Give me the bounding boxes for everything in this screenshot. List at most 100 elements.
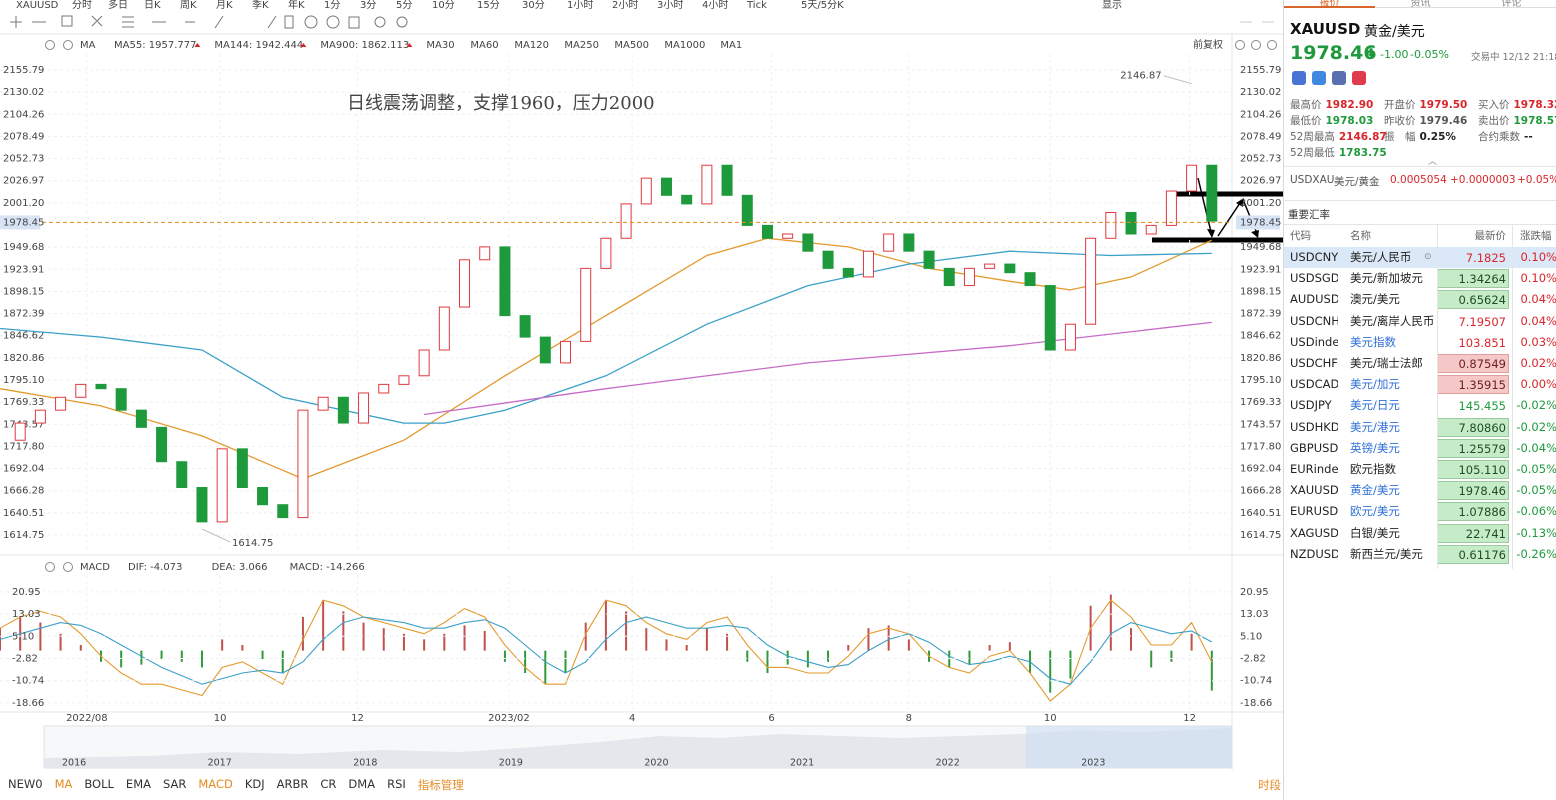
- indicator-tab[interactable]: BOLL: [84, 777, 114, 791]
- macd-bar: [806, 650, 809, 668]
- icon[interactable]: [1352, 71, 1366, 85]
- rate-row[interactable]: USDJPY 美元/日元 145.455 -0.02%: [1284, 395, 1556, 416]
- macd-bar: [59, 633, 62, 651]
- period-tab[interactable]: 多日: [108, 0, 128, 11]
- indicator-tab[interactable]: NEW0: [8, 777, 43, 791]
- indicator-tab[interactable]: RSI: [387, 777, 406, 791]
- period-tab[interactable]: 3小时: [657, 0, 683, 11]
- macd-bar: [362, 622, 365, 651]
- period-tab[interactable]: 月K: [216, 0, 233, 11]
- rate-row[interactable]: AUDUSD 澳元/美元 0.65624 0.04%: [1284, 289, 1556, 310]
- adjust-mode[interactable]: 前复权: [1193, 38, 1223, 51]
- legend-entry[interactable]: MA1: [720, 40, 742, 51]
- legend-entry: MA900: 1862.113: [320, 40, 409, 51]
- symbol-tab[interactable]: XAUUSD: [16, 0, 59, 11]
- legend-entry[interactable]: MA250: [564, 40, 599, 51]
- period-tab[interactable]: 日K: [144, 0, 161, 11]
- candle: [115, 388, 127, 411]
- period-tab[interactable]: 10分: [432, 0, 455, 11]
- rate-row[interactable]: USDindex 美元指数 103.851 0.03%: [1284, 332, 1556, 353]
- indicator-tab[interactable]: DMA: [348, 777, 376, 791]
- candle: [1064, 323, 1076, 351]
- rate-change: -0.13%: [1516, 525, 1556, 540]
- rate-row[interactable]: EURindex 欧元指数 105.110 -0.05%: [1284, 459, 1556, 480]
- indicator-tab[interactable]: KDJ: [244, 777, 265, 791]
- indicator-icons: [45, 40, 1277, 572]
- stat-value: 2146.87: [1338, 131, 1387, 143]
- period-tab[interactable]: Tick: [746, 0, 767, 11]
- legend-entry[interactable]: MA500: [614, 40, 649, 51]
- rate-code: USDCNH: [1290, 313, 1338, 328]
- stat: 昨收价 1979.46: [1384, 113, 1467, 128]
- macd-bar: [1130, 628, 1133, 651]
- time-tab[interactable]: 时段: [1258, 778, 1281, 792]
- period-tab[interactable]: 年K: [288, 0, 305, 11]
- indicator-name[interactable]: MA: [80, 40, 96, 51]
- rate-price: 7.80860: [1437, 417, 1509, 437]
- period-tab[interactable]: 1小时: [567, 0, 593, 11]
- icon[interactable]: [1332, 71, 1346, 85]
- rate-price: 145.455: [1458, 399, 1506, 414]
- icon[interactable]: [1292, 71, 1306, 85]
- legend-entry[interactable]: MA30: [426, 40, 454, 51]
- y-tick-label: 1872.39: [3, 309, 44, 320]
- rate-name: 美元/港元: [1350, 419, 1400, 434]
- quote-symbol: XAUUSD: [1290, 20, 1361, 38]
- macd-bar: [564, 650, 567, 674]
- x-tick-label: 8: [906, 713, 912, 724]
- inverse-price: 0.0005054: [1390, 174, 1447, 186]
- rate-row[interactable]: USDSGD 美元/新加坡元 1.34264 0.10%: [1284, 268, 1556, 289]
- y-tick-label: 2104.26: [3, 109, 44, 120]
- indicator-tab[interactable]: MA: [54, 777, 73, 791]
- rate-row[interactable]: USDCNH 美元/离岸人民币 7.19507 0.04%: [1284, 311, 1556, 332]
- period-tab[interactable]: 5分: [396, 0, 412, 11]
- legend-entry[interactable]: MA120: [514, 40, 549, 51]
- indicator-tab[interactable]: 指标管理: [417, 778, 464, 792]
- rate-row[interactable]: NZDUSD 新西兰元/美元 0.61176 -0.26%: [1284, 544, 1556, 565]
- macd-bar: [1069, 650, 1072, 679]
- watch-icon[interactable]: ⊙: [1424, 252, 1432, 262]
- legend-entry[interactable]: MA60: [470, 40, 498, 51]
- period-tab[interactable]: 2小时: [612, 0, 638, 11]
- icon[interactable]: [1312, 71, 1326, 85]
- rate-row[interactable]: USDHKD 美元/港元 7.80860 -0.02%: [1284, 417, 1556, 438]
- display-menu[interactable]: 显示: [1102, 0, 1122, 11]
- period-tab[interactable]: 5天/5分K: [801, 0, 844, 11]
- rate-row[interactable]: USDCNY 美元/人民币 7.1825 0.10% ⊙: [1284, 247, 1556, 268]
- y-tick-label: 1614.75: [3, 530, 44, 541]
- period-tab[interactable]: 3分: [360, 0, 376, 11]
- indicator-tab[interactable]: ARBR: [276, 777, 309, 791]
- quote-name: 黄金/美元: [1364, 24, 1425, 40]
- rate-row[interactable]: XAUUSD 黄金/美元 1978.46 -0.05%: [1284, 480, 1556, 501]
- macd-bar: [160, 650, 163, 660]
- indicator-tab[interactable]: MACD: [198, 777, 233, 791]
- rate-code: USDHKD: [1290, 419, 1338, 434]
- indicator-tab[interactable]: SAR: [162, 777, 187, 791]
- rate-row[interactable]: GBPUSD 英镑/美元 1.25579 -0.04%: [1284, 438, 1556, 459]
- period-tab[interactable]: 30分: [522, 0, 545, 11]
- period-tab[interactable]: 4小时: [702, 0, 728, 11]
- indicator-tab[interactable]: EMA: [125, 777, 151, 791]
- rate-name: 英镑/美元: [1350, 440, 1400, 455]
- stat-label: 合约乘数: [1478, 131, 1520, 143]
- period-tab[interactable]: 15分: [477, 0, 500, 11]
- period-tab[interactable]: 分时: [72, 0, 92, 11]
- panel-tab[interactable]: 评论: [1466, 0, 1556, 9]
- period-tab[interactable]: 1分: [324, 0, 340, 11]
- rate-name: 新西兰元/美元: [1350, 546, 1423, 561]
- macd-bar: [301, 616, 304, 651]
- quote-panel: 报价 资讯 评论 XAUUSD 黄金/美元 1978.46 ⬇ -1.00 -0.0…: [1283, 0, 1556, 800]
- indicator-tab[interactable]: CR: [320, 777, 337, 791]
- period-tab[interactable]: 季K: [252, 0, 269, 11]
- panel-tab[interactable]: 资讯: [1375, 0, 1466, 9]
- y-tick-label: 1692.04: [3, 464, 44, 475]
- panel-tab[interactable]: 报价: [1284, 0, 1375, 9]
- legend-entry[interactable]: MA1000: [664, 40, 705, 51]
- rate-row[interactable]: USDCAD 美元/加元 1.35915 0.00%: [1284, 374, 1556, 395]
- rate-row[interactable]: XAGUSD 白银/美元 22.741 -0.13%: [1284, 523, 1556, 544]
- rate-row[interactable]: USDCHF 美元/瑞士法郎 0.87549 0.02%: [1284, 353, 1556, 374]
- collapse-icon[interactable]: ︿: [1428, 157, 1438, 167]
- period-tab[interactable]: 周K: [180, 0, 197, 11]
- rate-row[interactable]: EURUSD 欧元/美元 1.07886 -0.06%: [1284, 501, 1556, 522]
- y-tick-label: 2052.73: [1240, 154, 1281, 165]
